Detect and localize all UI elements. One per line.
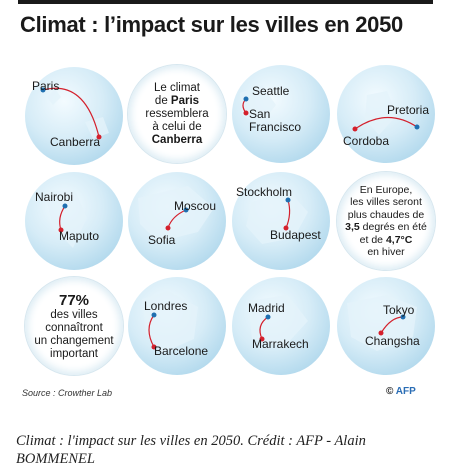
card-pretoria-cordoba: Pretoria Cordoba [337, 65, 435, 163]
globe-map [337, 277, 435, 375]
text-line: à celui de [152, 120, 202, 133]
stat-percent: 77% [58, 291, 90, 309]
globe-map [337, 65, 435, 163]
city-to-label: Changsha [365, 334, 420, 348]
arc-graphic [142, 291, 198, 353]
city-from-label: Paris [32, 79, 60, 93]
arc-graphic [347, 295, 417, 351]
city-to-label: Budapest [270, 228, 321, 242]
infographic-title: Climat : l’impact sur les villes en 2050 [20, 12, 403, 37]
card-seattle-sanfrancisco: Seattle San Francisco [232, 65, 330, 163]
text-line: de Paris [154, 94, 200, 107]
arc-graphic [352, 91, 420, 135]
text-line: Le climat [153, 81, 201, 94]
card-stockholm-budapest: Stockholm Budapest [232, 172, 330, 270]
afp-credit-logo: © AFP [386, 386, 416, 397]
city-from-label: Seattle [252, 84, 290, 98]
text-line: et de 4,7°C [359, 233, 413, 246]
card-madrid-marrakech: Madrid Marrakech [232, 277, 330, 375]
text-line: En Europe, [359, 183, 413, 196]
city-to-label: Francisco [249, 120, 302, 134]
text-line: connaîtront [45, 321, 103, 334]
city-from-label: Pretoria [387, 103, 430, 117]
card-paris-canberra: Paris Canberra [25, 67, 123, 165]
globe-map [128, 277, 226, 375]
arc-graphic [138, 186, 214, 242]
globe-map [25, 67, 123, 165]
city-to-label: Barcelone [154, 344, 209, 358]
card-londres-barcelone: Londres Barcelone [128, 277, 226, 375]
globe-map [128, 172, 226, 270]
card-nairobi-maputo: Nairobi Maputo [25, 172, 123, 270]
city-to-label: Canberra [50, 135, 101, 149]
city-from-label: Tokyo [383, 303, 415, 317]
city-to-label: Maputo [59, 229, 100, 243]
card-tokyo-changsha: Tokyo Changsha [337, 277, 435, 375]
city-from-label: Londres [144, 299, 188, 313]
text-circle: Le climat de Paris ressemblera à celui d… [128, 65, 226, 163]
source-note: Source : Crowther Lab [22, 388, 113, 398]
text-line: les villes seront [350, 196, 422, 208]
globe-map [232, 65, 330, 163]
text-circle: 77% des villes connaîtront un changement… [25, 277, 123, 375]
text-line: important [50, 347, 98, 360]
arc-graphic [45, 190, 87, 248]
card-text-europe: En Europe, les villes seront plus chaude… [337, 172, 435, 270]
card-moscou-sofia: Moscou Sofia [128, 172, 226, 270]
arc-graphic [40, 87, 109, 140]
city-to-label: Marrakech [252, 337, 309, 351]
text-line: Canberra [151, 133, 203, 146]
card-text-paris: Le climat de Paris ressemblera à celui d… [128, 65, 226, 163]
globe-map [25, 172, 123, 270]
globe-map [232, 277, 330, 375]
city-to-label: Cordoba [343, 134, 390, 148]
text-line: des villes [50, 308, 98, 321]
text-line: un changement [34, 334, 114, 347]
text-line: plus chaudes de [347, 208, 425, 221]
arc-graphic [240, 85, 276, 125]
text-line: ressemblera [145, 107, 209, 120]
arc-graphic [246, 190, 308, 244]
city-to-label: San [249, 107, 271, 121]
text-circle: En Europe, les villes seront plus chaude… [337, 172, 435, 270]
city-from-label: Madrid [248, 301, 285, 315]
image-caption: Climat : l'impact sur les villes en 2050… [16, 433, 366, 467]
city-from-label: Stockholm [236, 185, 293, 199]
card-text-stat: 77% des villes connaîtront un changement… [25, 277, 123, 375]
text-line: en hiver [367, 246, 405, 258]
city-from-label: Nairobi [35, 190, 74, 204]
city-to-label: Sofia [148, 233, 176, 247]
arc-graphic [248, 295, 308, 347]
globe-map [232, 172, 330, 270]
text-line: 3,5 degrés en été [345, 221, 427, 233]
top-rule [18, 0, 433, 4]
city-from-label: Moscou [174, 199, 217, 213]
